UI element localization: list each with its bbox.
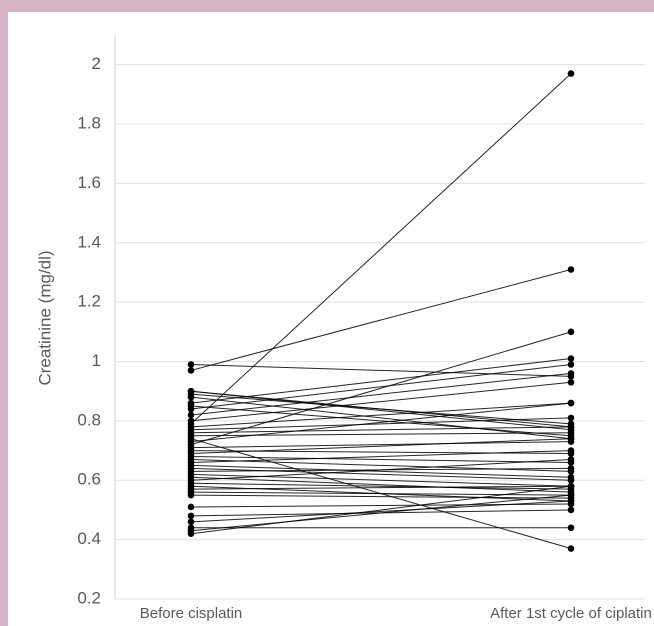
- y-tick-label: 0.6: [77, 470, 101, 489]
- pair-line: [190, 482, 572, 490]
- point: [567, 482, 575, 490]
- point: [567, 370, 575, 377]
- pair-line: [190, 269, 572, 371]
- point: [567, 70, 575, 77]
- point: [567, 456, 575, 463]
- y-tick-label: 1.6: [77, 173, 101, 192]
- pair-line: [190, 381, 572, 422]
- pair-line: [190, 372, 572, 416]
- point: [567, 414, 575, 422]
- point: [567, 506, 575, 514]
- point: [187, 361, 195, 368]
- point: [567, 399, 575, 407]
- pair-line: [190, 438, 572, 455]
- point: [567, 423, 575, 431]
- point: [567, 491, 575, 499]
- point: [567, 361, 575, 368]
- pair-line: [190, 73, 572, 425]
- pair-line: [190, 476, 572, 493]
- pair-line: [190, 500, 572, 523]
- point: [187, 491, 195, 499]
- point: [187, 402, 195, 410]
- point: [187, 512, 195, 520]
- point: [187, 387, 195, 395]
- point: [187, 503, 195, 511]
- y-tick-label: 1: [92, 351, 101, 370]
- y-tick-label: 1.2: [77, 292, 101, 311]
- point: [187, 527, 195, 535]
- point: [567, 355, 575, 362]
- pair-line: [190, 363, 572, 377]
- point: [187, 367, 195, 374]
- pair-line: [190, 485, 572, 535]
- point: [187, 432, 195, 440]
- pair-line: [190, 456, 572, 463]
- y-axis-label: Creatinine (mg/dl): [35, 250, 54, 385]
- x-tick-label: After 1st cycle of ciplatin: [490, 605, 652, 622]
- pair-line: [190, 441, 572, 449]
- y-tick-label: 1.4: [77, 232, 101, 251]
- y-tick-label: 0.8: [77, 410, 101, 429]
- point: [187, 518, 195, 526]
- point: [567, 524, 575, 532]
- point: [567, 266, 575, 273]
- point: [567, 447, 575, 454]
- pair-line: [190, 458, 572, 481]
- frame-left: [0, 0, 8, 626]
- pair-line: [190, 390, 572, 428]
- pair-line: [190, 396, 572, 440]
- y-tick-label: 2: [92, 54, 101, 73]
- pair-line: [190, 417, 572, 431]
- pair-line: [190, 402, 572, 443]
- point: [567, 465, 575, 472]
- pair-line: [190, 450, 572, 463]
- pair-line: [190, 494, 572, 532]
- pair-line: [190, 485, 572, 490]
- point: [187, 393, 195, 401]
- point: [567, 432, 575, 440]
- point: [567, 328, 575, 336]
- pair-line: [190, 331, 572, 446]
- y-tick-label: 0.2: [77, 588, 101, 607]
- pair-line: [190, 402, 572, 428]
- pair-line: [190, 358, 572, 404]
- pair-line: [190, 464, 572, 478]
- y-tick-label: 0.4: [77, 529, 101, 548]
- pair-line: [190, 494, 572, 499]
- frame-top: [0, 0, 654, 12]
- x-tick-label: Before cisplatin: [140, 605, 243, 622]
- pair-line: [190, 363, 572, 410]
- point: [187, 411, 195, 419]
- pair-line: [190, 426, 572, 434]
- pair-line: [190, 432, 572, 437]
- point: [567, 545, 575, 552]
- y-tick-label: 1.8: [77, 114, 101, 133]
- point: [187, 417, 195, 425]
- point: [567, 476, 575, 484]
- point: [567, 497, 575, 505]
- point: [567, 379, 575, 386]
- pair-line: [190, 405, 572, 437]
- point: [187, 438, 195, 445]
